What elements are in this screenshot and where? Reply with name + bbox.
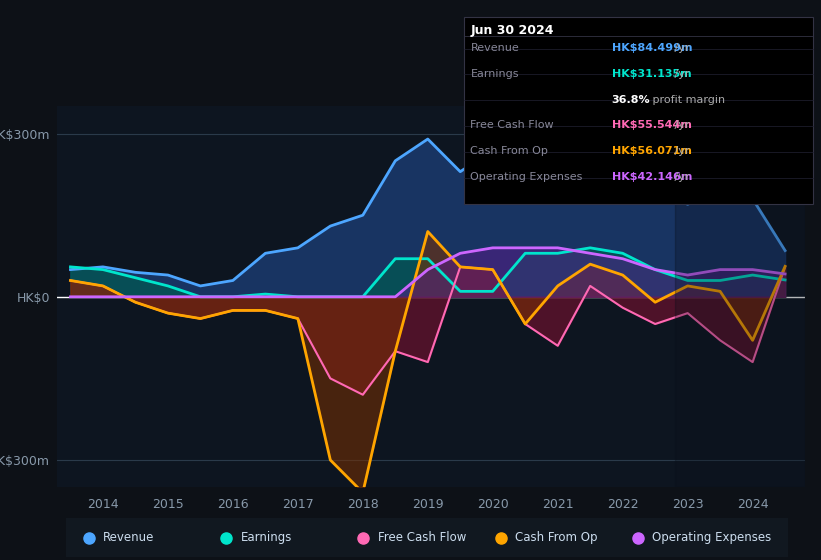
Text: /yr: /yr xyxy=(671,69,690,79)
Text: Free Cash Flow: Free Cash Flow xyxy=(470,120,554,130)
Text: HK$55.544m: HK$55.544m xyxy=(612,120,691,130)
Text: Earnings: Earnings xyxy=(470,69,519,79)
Text: 36.8%: 36.8% xyxy=(612,95,650,105)
Bar xyxy=(675,106,805,487)
Text: HK$31.135m: HK$31.135m xyxy=(612,69,691,79)
Text: profit margin: profit margin xyxy=(649,95,725,105)
Text: Earnings: Earnings xyxy=(241,531,292,544)
Text: HK$56.071m: HK$56.071m xyxy=(612,146,691,156)
Text: /yr: /yr xyxy=(671,120,690,130)
Text: Cash From Op: Cash From Op xyxy=(470,146,548,156)
Text: Operating Expenses: Operating Expenses xyxy=(653,531,772,544)
Text: HK$84.499m: HK$84.499m xyxy=(612,43,692,53)
Text: /yr: /yr xyxy=(671,146,690,156)
Text: Cash From Op: Cash From Op xyxy=(515,531,598,544)
Text: /yr: /yr xyxy=(671,172,690,182)
Text: /yr: /yr xyxy=(671,43,690,53)
Text: Jun 30 2024: Jun 30 2024 xyxy=(470,24,554,36)
Text: Revenue: Revenue xyxy=(470,43,519,53)
Text: Free Cash Flow: Free Cash Flow xyxy=(378,531,466,544)
Text: Operating Expenses: Operating Expenses xyxy=(470,172,583,182)
Text: HK$42.146m: HK$42.146m xyxy=(612,172,692,182)
Text: Revenue: Revenue xyxy=(103,531,154,544)
